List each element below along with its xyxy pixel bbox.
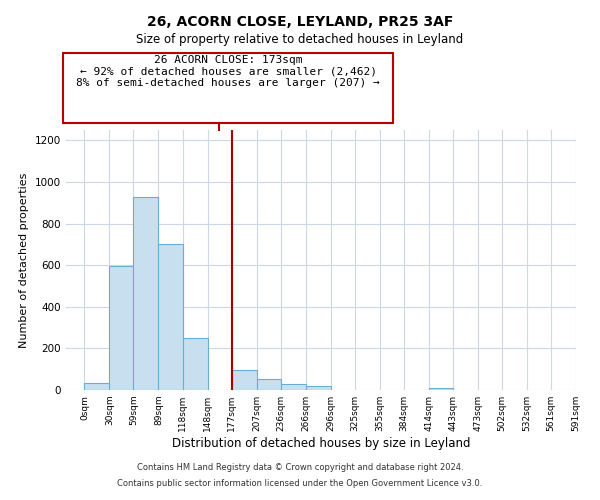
Y-axis label: Number of detached properties: Number of detached properties bbox=[19, 172, 29, 348]
Bar bbox=[133, 196, 158, 390]
Bar bbox=[109, 266, 133, 390]
Text: Contains public sector information licensed under the Open Government Licence v3: Contains public sector information licen… bbox=[118, 478, 482, 488]
Bar bbox=[281, 384, 305, 390]
Text: 26 ACORN CLOSE: 173sqm
← 92% of detached houses are smaller (2,462)
8% of semi-d: 26 ACORN CLOSE: 173sqm ← 92% of detached… bbox=[76, 55, 380, 88]
Bar bbox=[305, 386, 331, 390]
Bar bbox=[429, 388, 453, 390]
X-axis label: Distribution of detached houses by size in Leyland: Distribution of detached houses by size … bbox=[172, 437, 470, 450]
Bar bbox=[232, 370, 257, 390]
Text: Contains HM Land Registry data © Crown copyright and database right 2024.: Contains HM Land Registry data © Crown c… bbox=[137, 464, 463, 472]
Bar bbox=[182, 338, 208, 390]
Text: Size of property relative to detached houses in Leyland: Size of property relative to detached ho… bbox=[136, 32, 464, 46]
Bar bbox=[85, 382, 109, 390]
Text: 26, ACORN CLOSE, LEYLAND, PR25 3AF: 26, ACORN CLOSE, LEYLAND, PR25 3AF bbox=[147, 15, 453, 29]
Bar bbox=[158, 244, 182, 390]
Bar bbox=[257, 378, 281, 390]
